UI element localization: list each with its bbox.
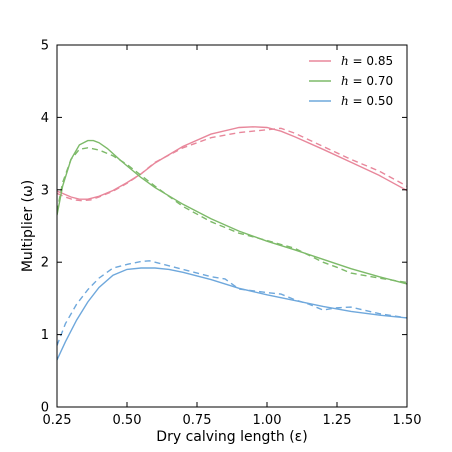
series-line-h070	[57, 139, 407, 285]
x-tick-label: 1.00	[253, 413, 282, 428]
plot-frame	[56, 44, 408, 408]
x-tick-label: 0.25	[43, 413, 72, 428]
y-tick-label: 4	[41, 111, 49, 126]
ticks-layer: 0.25 0.50 0.75 1.00 1.25 1.50 0 1 2 3 4 5	[41, 39, 422, 429]
x-tick-label: 0.50	[113, 413, 142, 428]
series-dashed-line-h085	[57, 127, 407, 202]
legend-label-value: = 0.85	[349, 54, 393, 68]
y-tick-label: 1	[41, 328, 49, 343]
series-layer	[57, 126, 407, 361]
y-tick-label: 3	[41, 183, 49, 198]
legend-item-h050: h = 0.50	[309, 94, 393, 108]
y-tick-label: 5	[41, 39, 49, 54]
series-dashed-line-h070	[57, 147, 407, 284]
legend-label-value: = 0.70	[349, 74, 393, 88]
legend-label: h = 0.50	[341, 94, 393, 108]
legend-label-variable: h	[341, 94, 349, 108]
series-dashed-line-h050	[57, 260, 407, 346]
series-line-h085	[57, 126, 407, 200]
y-tick-label: 0	[41, 401, 49, 416]
legend-label: h = 0.70	[341, 74, 393, 88]
x-axis-label: Dry calving length (ε)	[156, 429, 307, 445]
x-tick-label: 1.50	[393, 413, 422, 428]
y-axis-label: Multiplier (ω)	[20, 180, 36, 272]
legend-label: h = 0.85	[341, 54, 393, 68]
legend-label-variable: h	[341, 54, 349, 68]
legend-label-variable: h	[341, 74, 349, 88]
series-line-h050	[57, 267, 407, 361]
legend-label-value: = 0.50	[349, 94, 393, 108]
legend-item-h085: h = 0.85	[309, 54, 393, 68]
x-tick-label: 0.75	[183, 413, 212, 428]
legend-item-h070: h = 0.70	[309, 74, 393, 88]
legend: h = 0.85h = 0.70h = 0.50	[309, 54, 393, 108]
x-tick-label: 1.25	[323, 413, 352, 428]
y-tick-label: 2	[41, 256, 49, 271]
